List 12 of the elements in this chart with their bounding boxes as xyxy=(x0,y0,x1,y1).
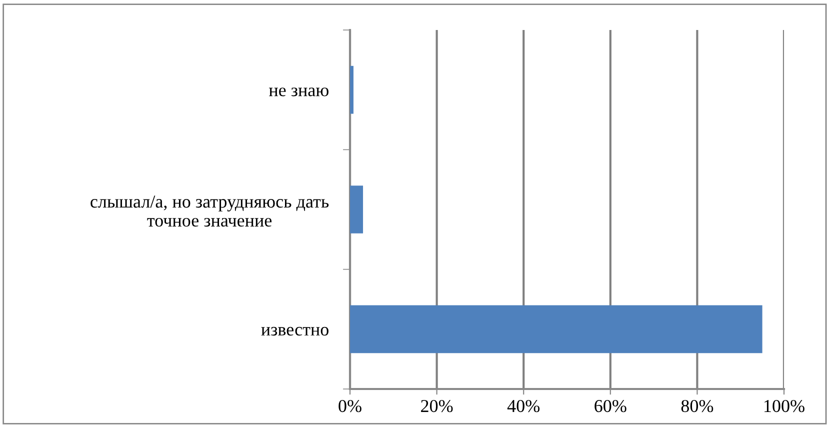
x-tick-label: 100% xyxy=(764,400,804,412)
y-tick-label: известно xyxy=(261,326,328,336)
y-tick-label: не знаю xyxy=(269,88,328,96)
x-tick-label: 40% xyxy=(507,400,540,412)
x-tick-label: 20% xyxy=(421,400,453,412)
x-tick-label: 80% xyxy=(681,400,714,412)
x-tick-label: 0% xyxy=(338,400,362,412)
bar xyxy=(350,66,354,114)
bar xyxy=(350,305,762,354)
y-tick-label: слышал/а, но затрудняюсь дать точное значение xyxy=(90,196,329,227)
bar xyxy=(350,186,364,234)
x-tick-label: 60% xyxy=(594,400,626,412)
